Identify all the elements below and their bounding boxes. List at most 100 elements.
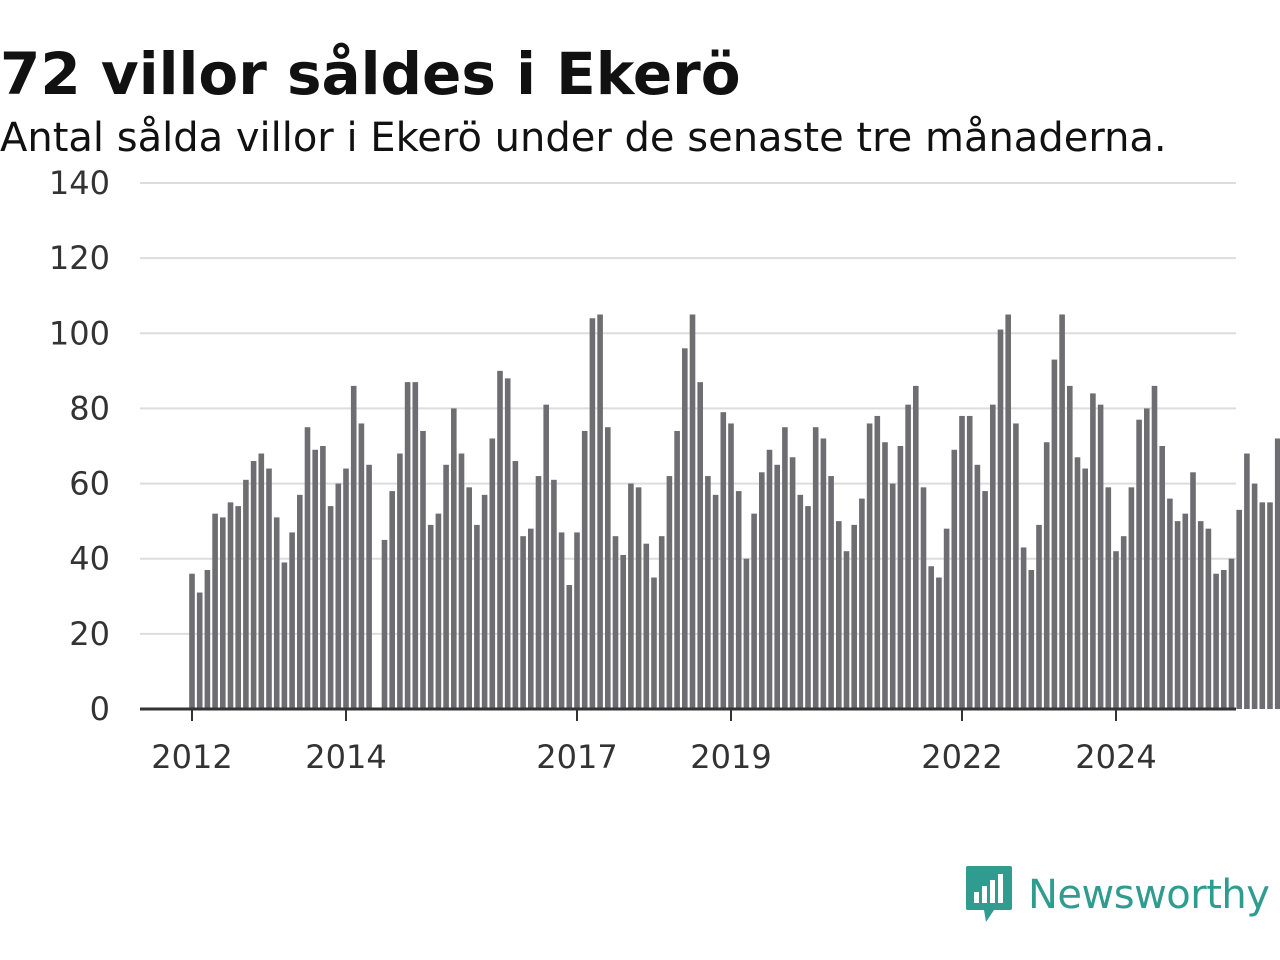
bar [828,476,834,709]
bar [682,348,688,709]
bar [273,517,280,709]
bar [651,577,657,709]
bar [443,464,449,709]
bar [689,314,696,709]
chart-title: 72 villor såldes i Ekerö [0,40,741,108]
brand-name: Newsworthy [1028,872,1270,918]
bar [504,378,511,709]
x-tick-label: 2024 [1075,738,1156,776]
bar [897,446,904,709]
bar [705,476,711,709]
bar [497,370,503,709]
bar [1274,438,1280,709]
bar [920,487,927,709]
bar [666,476,673,709]
bar [1221,569,1227,709]
bar [1251,483,1258,709]
bar [620,554,626,709]
bar [1059,314,1065,709]
bar [412,382,419,709]
bar [327,506,334,709]
bar [366,464,372,709]
bar [643,543,650,709]
bar [1082,468,1088,709]
bar [551,479,557,709]
bar [1259,502,1266,709]
bar [812,427,819,709]
y-tick-label: 120 [49,239,110,277]
bar [866,423,873,709]
bar [212,513,218,709]
bar [859,498,865,709]
bar [520,536,526,709]
bar [936,577,942,709]
bar [312,449,318,709]
bar [605,427,611,709]
bar [350,385,357,709]
bar [1105,487,1112,709]
bar [558,532,565,709]
bar [474,524,480,709]
bar [1074,457,1081,709]
x-tick-label: 2017 [536,738,617,776]
bar [451,408,457,709]
bar [797,494,804,709]
y-axis-ticks: 0 20 40 60 80 100 120 140 [49,164,110,728]
bar [235,506,241,709]
bar [843,551,850,709]
bar [266,468,272,709]
bar [466,487,472,709]
bar [612,536,619,709]
bar [913,385,919,709]
bar [782,427,788,709]
bar [335,483,342,709]
bar [1097,404,1104,709]
bar [1267,502,1273,709]
bar [1197,521,1204,709]
bar [874,415,881,709]
bar [1128,487,1135,709]
bar [974,464,981,709]
bar [1151,385,1158,709]
bar [1043,442,1050,709]
x-tick-label: 2012 [151,738,232,776]
bar [1174,521,1181,709]
bar [189,573,195,709]
bar [597,314,603,709]
bar [928,566,934,709]
bar [982,491,988,709]
bar [204,569,211,709]
bar [1120,536,1127,709]
bar [759,472,765,709]
bar [304,427,311,709]
bar [743,558,750,709]
bar [1013,423,1019,709]
bar [581,430,588,709]
bar [851,524,857,709]
bar [628,483,634,709]
y-tick-label: 80 [69,389,110,427]
bar [343,468,349,709]
bar [1090,393,1096,709]
bar [882,442,888,709]
x-tick-label: 2022 [921,738,1002,776]
y-tick-label: 0 [90,690,110,728]
bar [951,449,958,709]
bar [959,415,965,709]
y-tick-label: 60 [69,465,110,503]
bar [427,524,434,709]
bar [774,464,780,709]
bar [674,430,680,709]
bar [1067,385,1073,709]
bar [289,532,295,709]
bar [320,446,326,709]
bar [805,506,811,709]
bar [220,517,226,709]
y-tick-label: 40 [69,540,110,578]
bar [358,423,365,709]
bar [1036,524,1042,709]
bar [751,513,757,709]
bar [1136,419,1142,709]
bar [766,449,773,709]
